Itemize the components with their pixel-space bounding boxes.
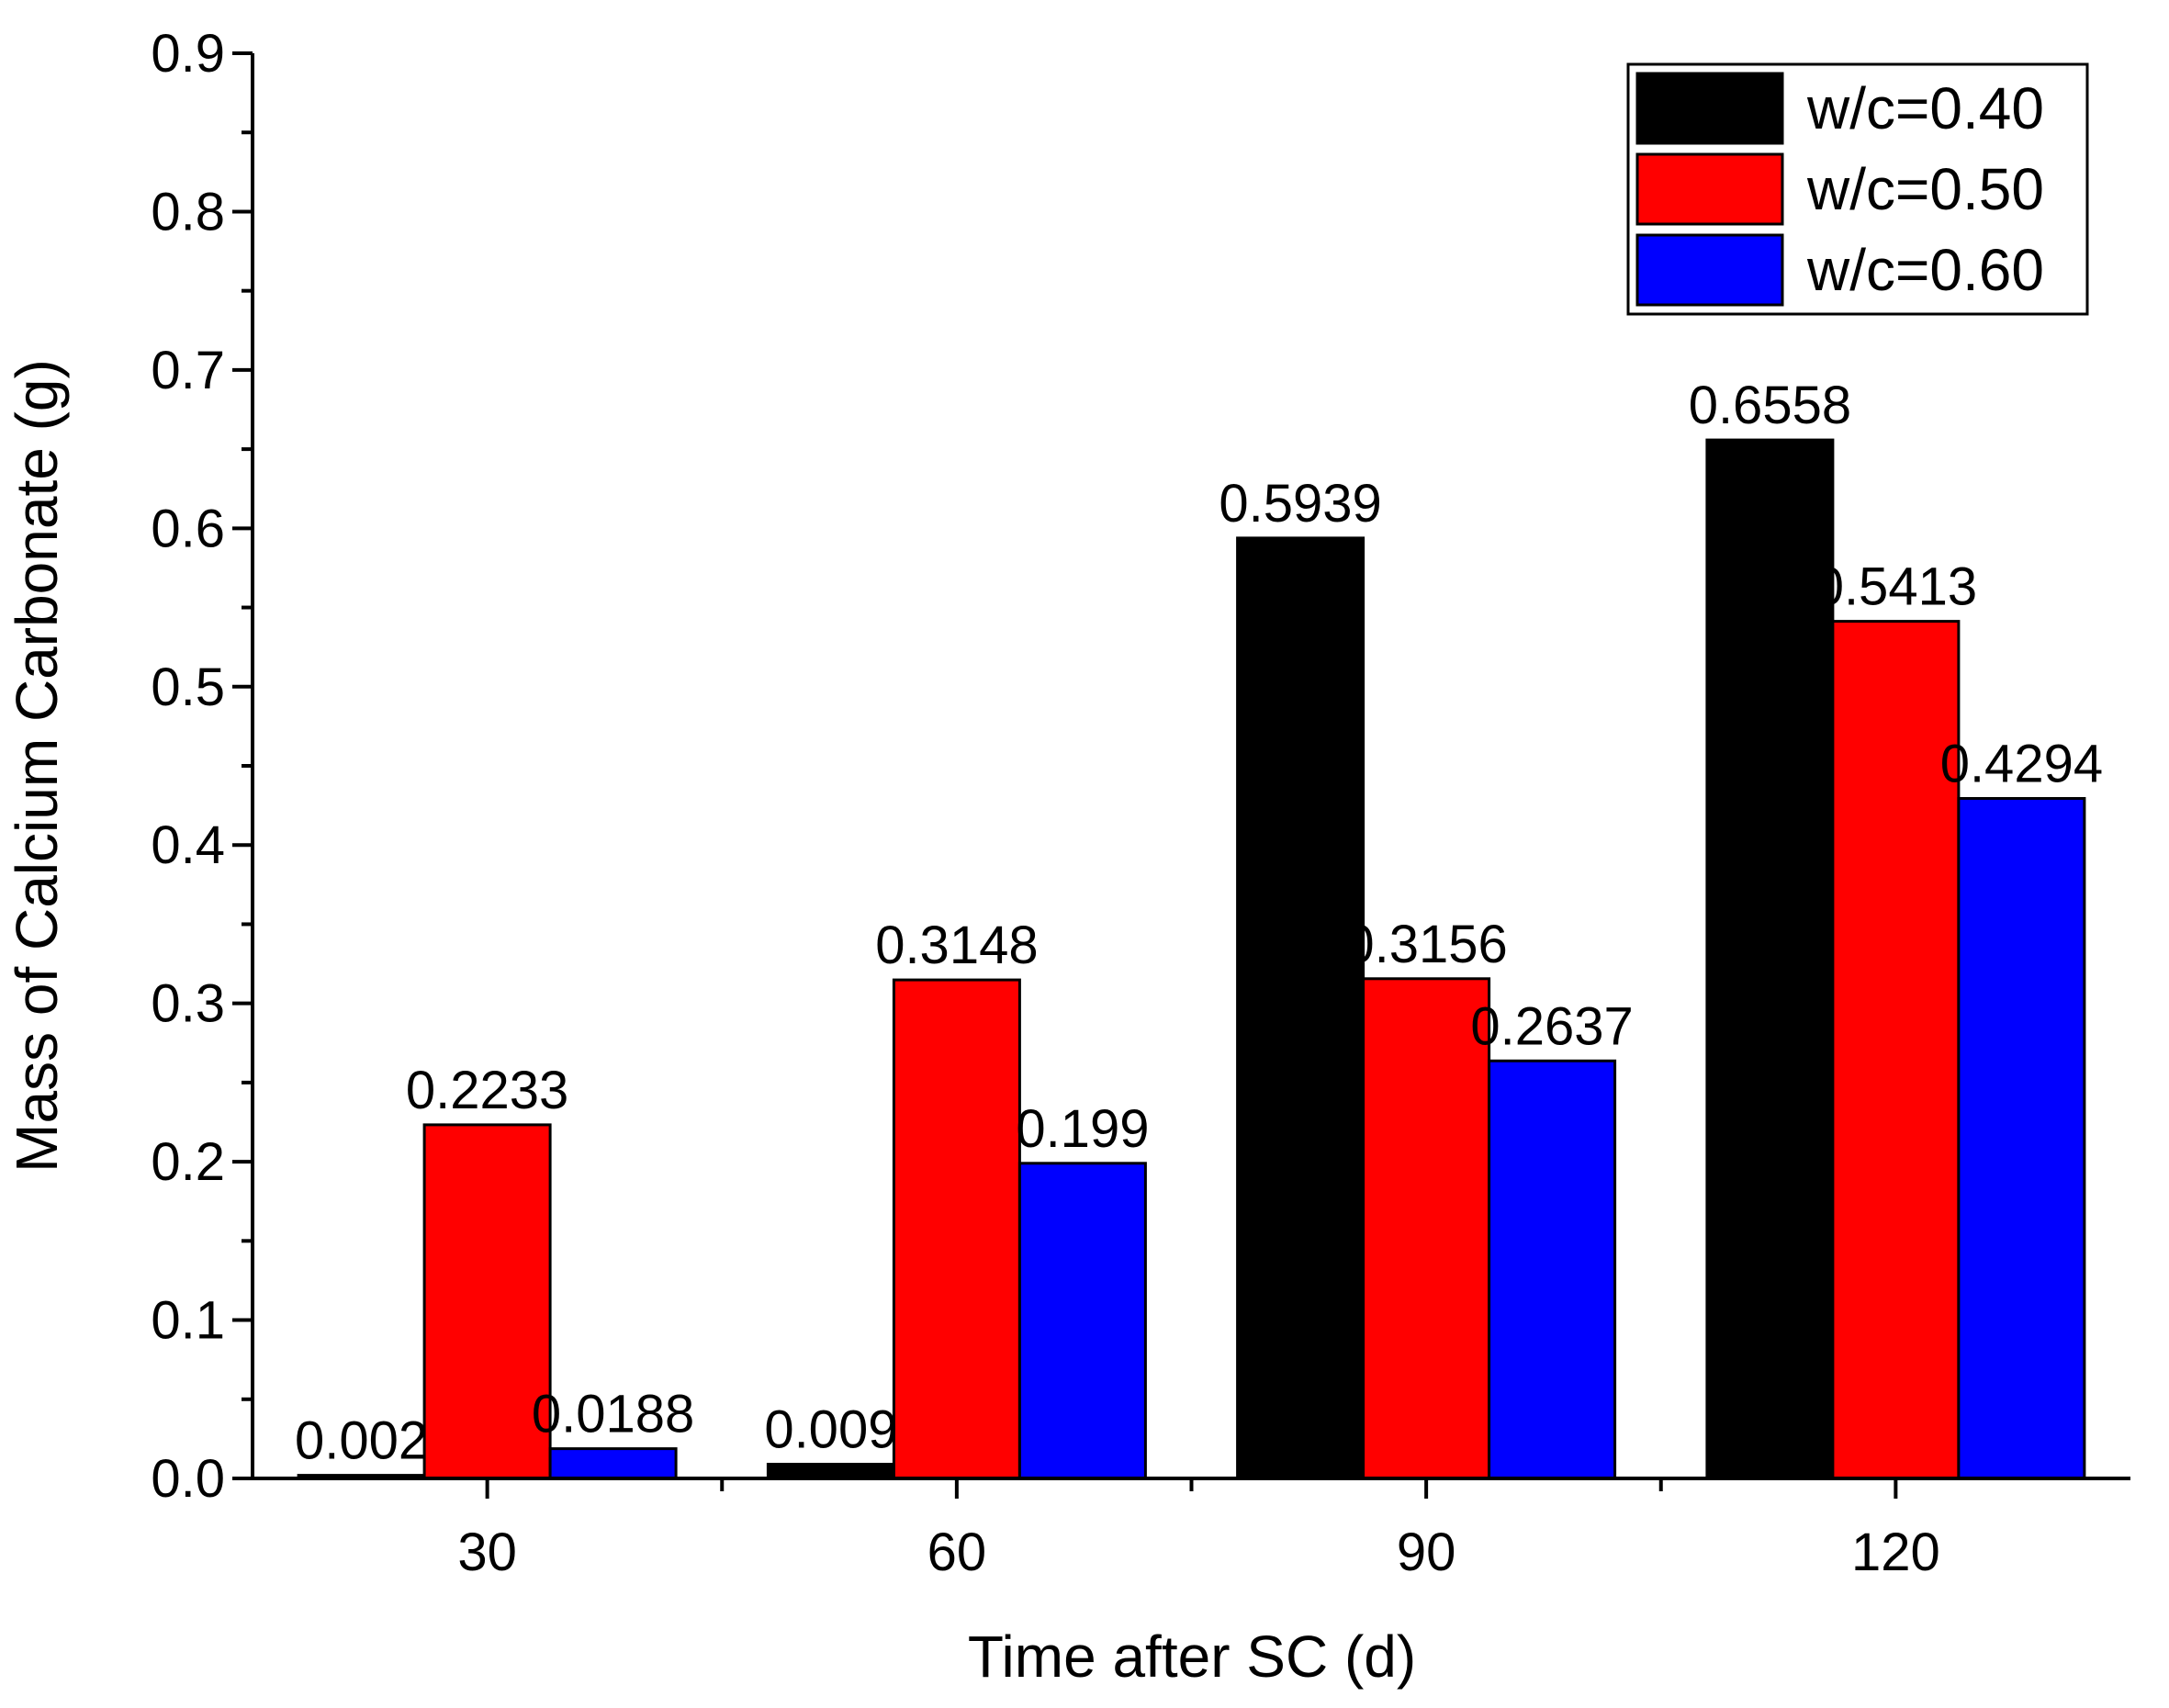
x-tick-label: 90 [1397, 1523, 1456, 1582]
legend-swatch [1635, 233, 1784, 307]
y-tick-label: 0.5 [151, 657, 225, 717]
data-label-w-c-0-50-30: 0.2233 [406, 1061, 568, 1120]
legend: w/c=0.40 w/c=0.50 w/c=0.60 [1626, 62, 2089, 316]
y-tick-label: 0.3 [151, 974, 225, 1034]
x-tick-label: 60 [927, 1523, 987, 1582]
bar-w-c-0-40-60 [766, 1463, 895, 1480]
bar-w-c-0-40-90 [1236, 536, 1365, 1480]
data-label-w-c-0-40-90: 0.5939 [1219, 474, 1381, 534]
data-labels-layer: 0.002 0.2233 0.0188 0.009 0.3148 0.199 0.5939 0… [295, 376, 2103, 1471]
legend-label: w/c=0.40 [1806, 75, 2044, 141]
bar-w-c-0-60-60 [1017, 1162, 1147, 1480]
data-label-w-c-0-60-90: 0.2637 [1470, 996, 1633, 1056]
x-tick-label: 30 [457, 1523, 517, 1582]
data-label-w-c-0-60-60: 0.199 [1016, 1099, 1149, 1159]
x-tick-label: 120 [1851, 1523, 1940, 1582]
y-tick-label: 0.9 [151, 24, 225, 84]
data-label-w-c-0-60-30: 0.0188 [532, 1385, 694, 1444]
y-tick-label: 0.2 [151, 1132, 225, 1192]
data-label-w-c-0-50-60: 0.3148 [875, 916, 1038, 975]
y-tick-label: 0.1 [151, 1291, 225, 1351]
bar-w-c-0-50-60 [892, 978, 1021, 1480]
y-axis-title: Mass of Calcium Carbonate (g) [4, 359, 70, 1173]
legend-label: w/c=0.50 [1806, 156, 2044, 222]
legend-label: w/c=0.60 [1806, 237, 2044, 303]
x-axis-title: Time after SC (d) [968, 1624, 1416, 1690]
y-tick-label: 0.8 [151, 182, 225, 242]
bar-w-c-0-40-120 [1705, 438, 1835, 1480]
bar-w-c-0-60-90 [1488, 1059, 1617, 1480]
y-tick-label: 0.7 [151, 341, 225, 400]
data-label-w-c-0-60-120: 0.4294 [1940, 735, 2103, 794]
y-tick-label: 0.0 [151, 1449, 225, 1509]
legend-swatch [1635, 152, 1784, 226]
y-tick-label: 0.4 [151, 815, 225, 875]
bar-w-c-0-60-120 [1957, 797, 2086, 1480]
data-label-w-c-0-50-120: 0.5413 [1815, 557, 1977, 617]
bars-layer [297, 438, 2086, 1480]
bar-w-c-0-50-30 [422, 1123, 552, 1480]
data-label-w-c-0-50-90: 0.3156 [1344, 915, 1507, 974]
y-tick-label: 0.6 [151, 499, 225, 558]
bar-w-c-0-60-30 [548, 1447, 678, 1480]
data-label-w-c-0-40-60: 0.009 [764, 1400, 897, 1460]
axes-layer: 0.0 0.1 0.2 0.3 0.4 0.5 0.6 0.7 0.8 0.9 30 60 90 120 [151, 24, 2130, 1582]
data-label-w-c-0-40-120: 0.6558 [1689, 376, 1851, 435]
data-label-w-c-0-40-30: 0.002 [295, 1411, 428, 1471]
legend-swatch [1635, 72, 1784, 145]
